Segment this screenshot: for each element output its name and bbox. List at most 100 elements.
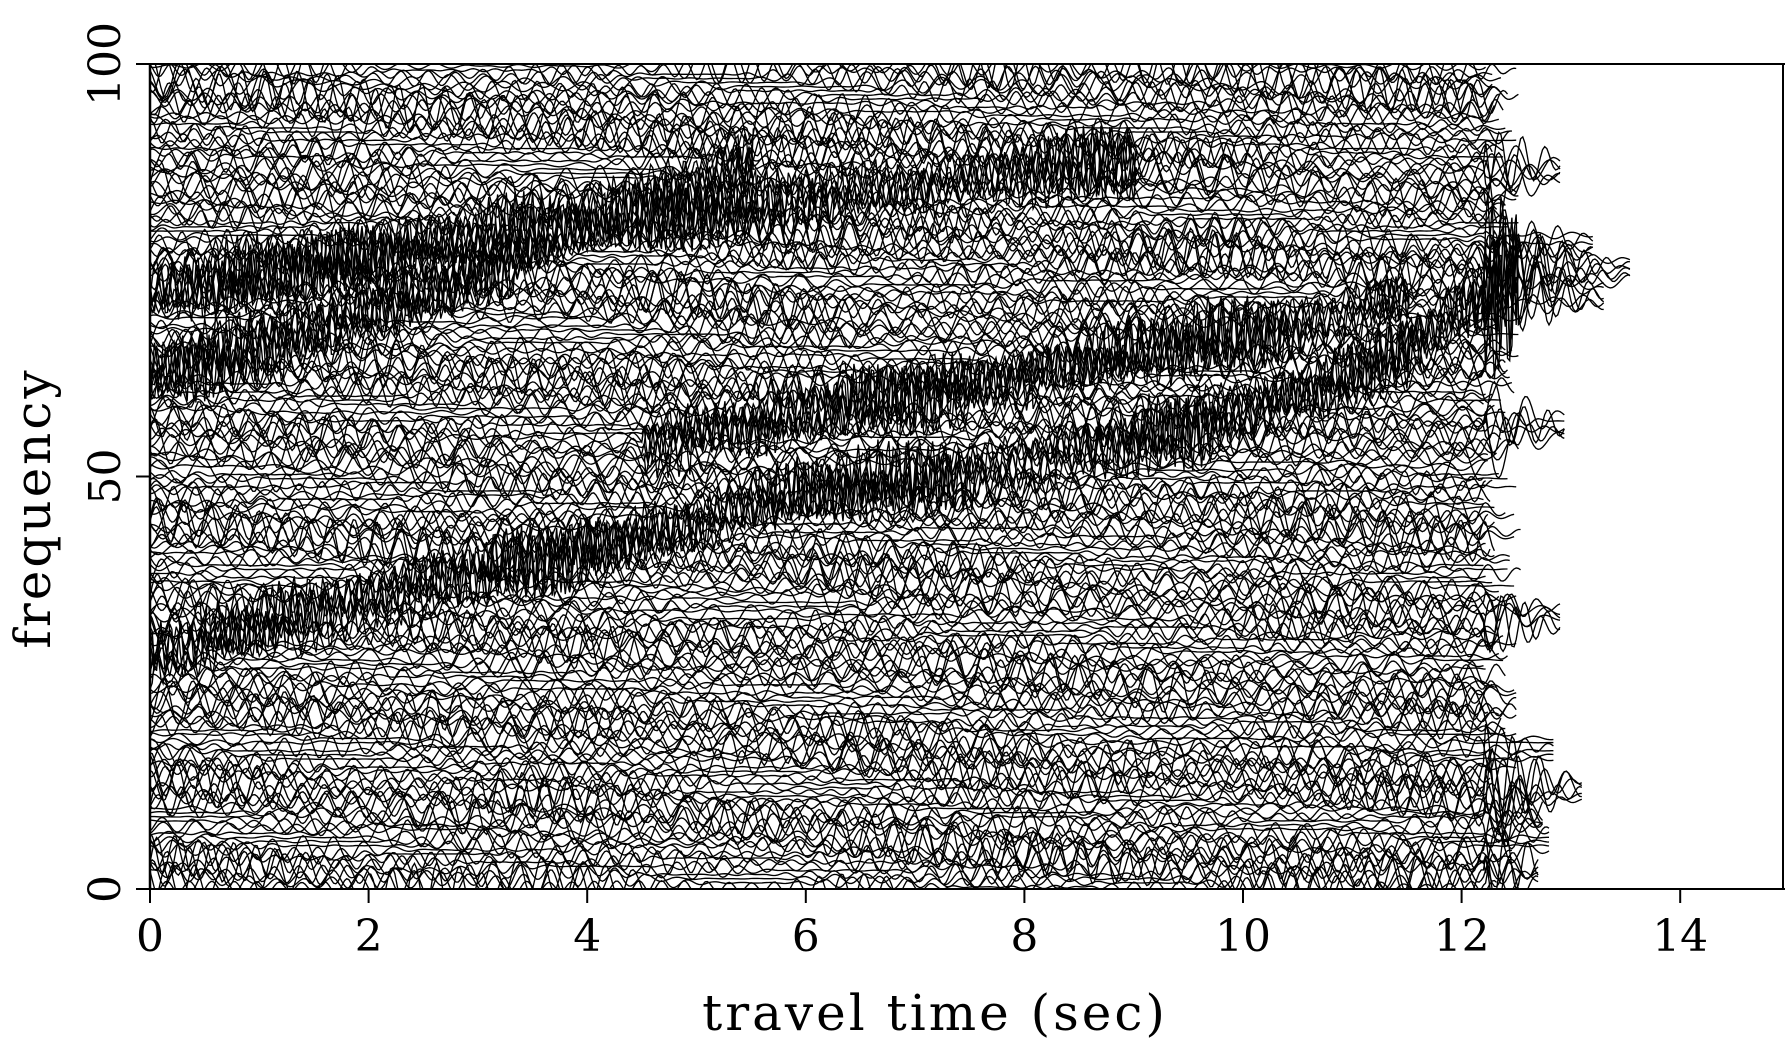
trace-103: [150, 435, 1485, 490]
trace-174: [150, 141, 1561, 202]
trace-42: [150, 691, 1517, 737]
trace-52: [150, 652, 1506, 692]
trace-12: [150, 813, 1549, 863]
trace-156: [150, 222, 1593, 265]
trace-170: [150, 158, 1522, 214]
trace-106: [150, 419, 1519, 480]
trace-154: [150, 226, 1594, 277]
trace-198: [150, 64, 1517, 89]
trace-157: [150, 215, 1594, 265]
y-axis-title: frequency: [4, 367, 62, 648]
trace-116: [150, 377, 1495, 439]
trace-86: [150, 508, 1521, 556]
trace-59: [150, 622, 1517, 665]
trace-134: [150, 295, 1519, 374]
trace-190: [150, 82, 1500, 125]
trace-102: [150, 443, 1486, 489]
x-axis: 0 2 4 6 8 10 12 14: [136, 889, 1708, 962]
trace-90: [150, 491, 1515, 540]
trace-123: [150, 357, 1484, 402]
trace-192: [150, 70, 1519, 120]
trace-155: [150, 226, 1594, 269]
trace-75: [150, 549, 1486, 607]
trace-60: [150, 618, 1504, 661]
y-tick-label-100: 100: [80, 22, 131, 106]
trace-97: [150, 456, 1517, 516]
trace-115: [150, 383, 1506, 441]
trace-56: [150, 638, 1500, 674]
trace-121: [150, 366, 1515, 411]
trace-143: [150, 267, 1605, 330]
trace-50: [150, 659, 1493, 702]
trace-14: [150, 799, 1550, 850]
trace-161: [150, 191, 1519, 255]
trace-3: [150, 855, 1539, 889]
trace-72: [150, 567, 1499, 614]
trace-175: [150, 126, 1561, 204]
trace-20: [150, 747, 1544, 848]
trace-53: [150, 647, 1486, 690]
trace-113: [150, 401, 1565, 442]
trace-15: [150, 805, 1543, 849]
trace-70: [150, 568, 1517, 628]
trace-191: [150, 74, 1509, 123]
trace-117: [150, 374, 1484, 433]
trace-77: [150, 545, 1508, 595]
trace-81: [150, 528, 1495, 577]
trace-47: [150, 672, 1517, 715]
trace-179: [150, 126, 1504, 179]
trace-104: [150, 437, 1489, 479]
trace-107: [150, 422, 1515, 469]
y-tick-label-0: 0: [80, 875, 131, 903]
trace-180: [150, 124, 1497, 164]
trace-171: [150, 142, 1561, 224]
trace-33: [150, 731, 1554, 771]
y-axis: 0 50 100: [80, 22, 150, 903]
trace-28: [150, 749, 1491, 792]
trace-area: [150, 64, 1631, 889]
trace-172: [150, 151, 1561, 206]
trace-25: [150, 747, 1583, 818]
trace-89: [150, 496, 1495, 543]
x-tick-label-12: 12: [1434, 911, 1490, 962]
x-tick-label-4: 4: [573, 911, 601, 962]
trace-149: [150, 238, 1631, 307]
trace-105: [150, 430, 1498, 479]
trace-125: [150, 341, 1510, 401]
trace-46: [150, 673, 1508, 721]
trace-196: [154, 64, 1502, 101]
trace-63: [150, 598, 1561, 655]
x-tick-label-14: 14: [1652, 911, 1708, 962]
x-tick-label-6: 6: [792, 911, 820, 962]
trace-184: [150, 108, 1506, 147]
x-tick-label-0: 0: [136, 911, 164, 962]
trace-181: [150, 116, 1517, 165]
trace-95: [150, 470, 1491, 520]
trace-34: [150, 727, 1554, 773]
trace-124: [150, 346, 1506, 404]
trace-159: [150, 207, 1484, 255]
trace-55: [150, 635, 1504, 684]
trace-85: [150, 511, 1515, 561]
trace-163: [150, 176, 1504, 254]
trace-178: [150, 130, 1493, 174]
trace-23: [150, 769, 1583, 814]
trace-8: [150, 829, 1513, 878]
trace-127: [150, 338, 1508, 389]
trace-71: [150, 571, 1500, 618]
x-tick-label-2: 2: [355, 911, 383, 962]
trace-145: [150, 203, 1604, 371]
trace-49: [150, 662, 1497, 706]
trace-194: [150, 64, 1493, 110]
trace-6: [150, 828, 1539, 889]
trace-74: [150, 556, 1493, 609]
trace-83: [150, 520, 1491, 570]
y-tick-label-50: 50: [80, 449, 131, 505]
trace-7: [150, 835, 1513, 881]
trace-27: [150, 752, 1491, 797]
trace-199: [150, 64, 1486, 88]
trace-1: [158, 856, 1539, 889]
trace-54: [150, 640, 1484, 689]
trace-142: [150, 276, 1605, 325]
